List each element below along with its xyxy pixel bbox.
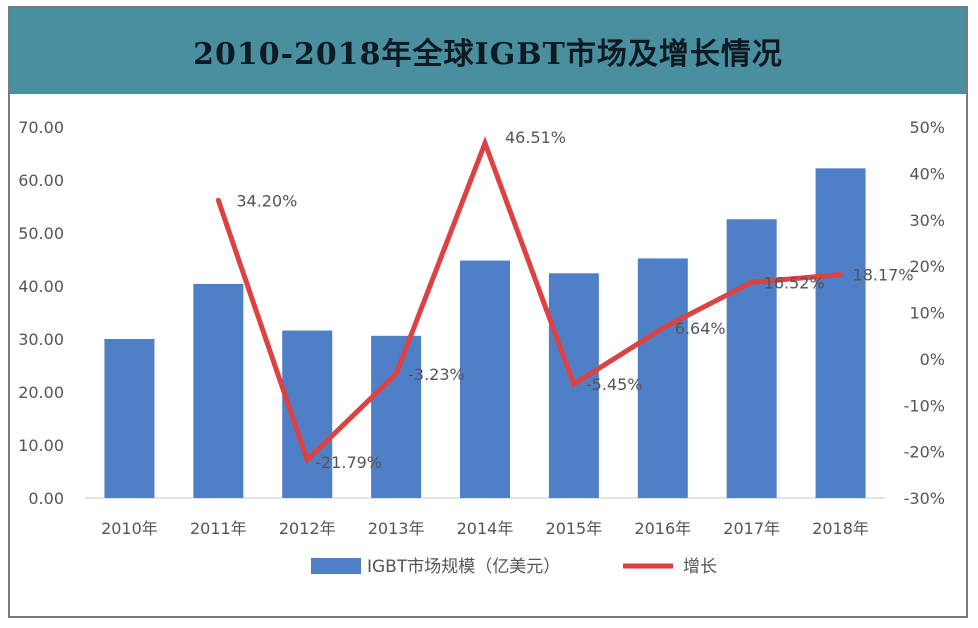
- y-right-tick-label: 30%: [909, 211, 945, 230]
- chart-frame: 2010-2018年全球IGBT市场及增长情况: [8, 6, 968, 618]
- x-tick-label: 2010年: [101, 519, 158, 538]
- x-tick-label: 2012年: [279, 519, 336, 538]
- y-right-tick-label: 20%: [909, 257, 945, 276]
- growth-data-label: 34.20%: [236, 191, 297, 210]
- x-tick-label: 2017年: [723, 519, 780, 538]
- growth-data-label: -5.45%: [586, 375, 643, 394]
- growth-line: [215, 136, 844, 465]
- growth-data-label: 16.52%: [764, 273, 825, 292]
- y-right-tick-label: 0%: [920, 350, 945, 369]
- bar: [104, 339, 155, 498]
- x-tick-label: 2015年: [546, 519, 603, 538]
- x-tick-label: 2016年: [634, 519, 691, 538]
- bar: [460, 260, 510, 498]
- y-right-tick-label: 10%: [909, 304, 945, 323]
- growth-data-label: 6.64%: [675, 319, 726, 338]
- bar: [726, 219, 777, 498]
- y-left-tick-label: 10.00: [18, 436, 64, 455]
- growth-data-label: 18.17%: [853, 266, 914, 285]
- y-right-tick-label: -10%: [904, 396, 945, 415]
- y-right-tick-label: -20%: [904, 443, 945, 462]
- growth-data-label: -3.23%: [408, 365, 465, 384]
- x-tick-label: 2011年: [190, 519, 247, 538]
- x-tick-label: 2013年: [368, 519, 425, 538]
- y-left-tick-label: 30.00: [18, 330, 64, 349]
- legend-bar-label: IGBT市场规模（亿美元）: [367, 557, 560, 577]
- y-left-tick-label: 50.00: [18, 224, 64, 243]
- growth-data-label: 46.51%: [505, 128, 566, 147]
- y-right-tick-label: -30%: [904, 489, 945, 508]
- growth-data-label: -21.79%: [315, 453, 382, 472]
- y-left-tick-label: 0.00: [28, 489, 64, 508]
- legend-bar-swatch: [311, 558, 361, 574]
- x-tick-label: 2014年: [457, 519, 514, 538]
- y-left-tick-label: 70.00: [18, 118, 64, 137]
- y-right-tick-label: 50%: [909, 118, 945, 137]
- y-left-tick-label: 20.00: [18, 383, 64, 402]
- y-left-tick-label: 60.00: [18, 171, 64, 190]
- bar: [815, 168, 866, 498]
- legend-line-label: 增长: [683, 557, 717, 577]
- title-bar: 2010-2018年全球IGBT市场及增长情况: [10, 8, 966, 94]
- y-right-tick-label: 40%: [909, 164, 945, 183]
- bar: [371, 335, 422, 498]
- bar: [637, 258, 688, 498]
- chart-title: 2010-2018年全球IGBT市场及增长情况: [193, 37, 783, 72]
- x-tick-label: 2018年: [812, 519, 869, 538]
- y-left-tick-label: 40.00: [18, 277, 64, 296]
- bar: [193, 283, 244, 498]
